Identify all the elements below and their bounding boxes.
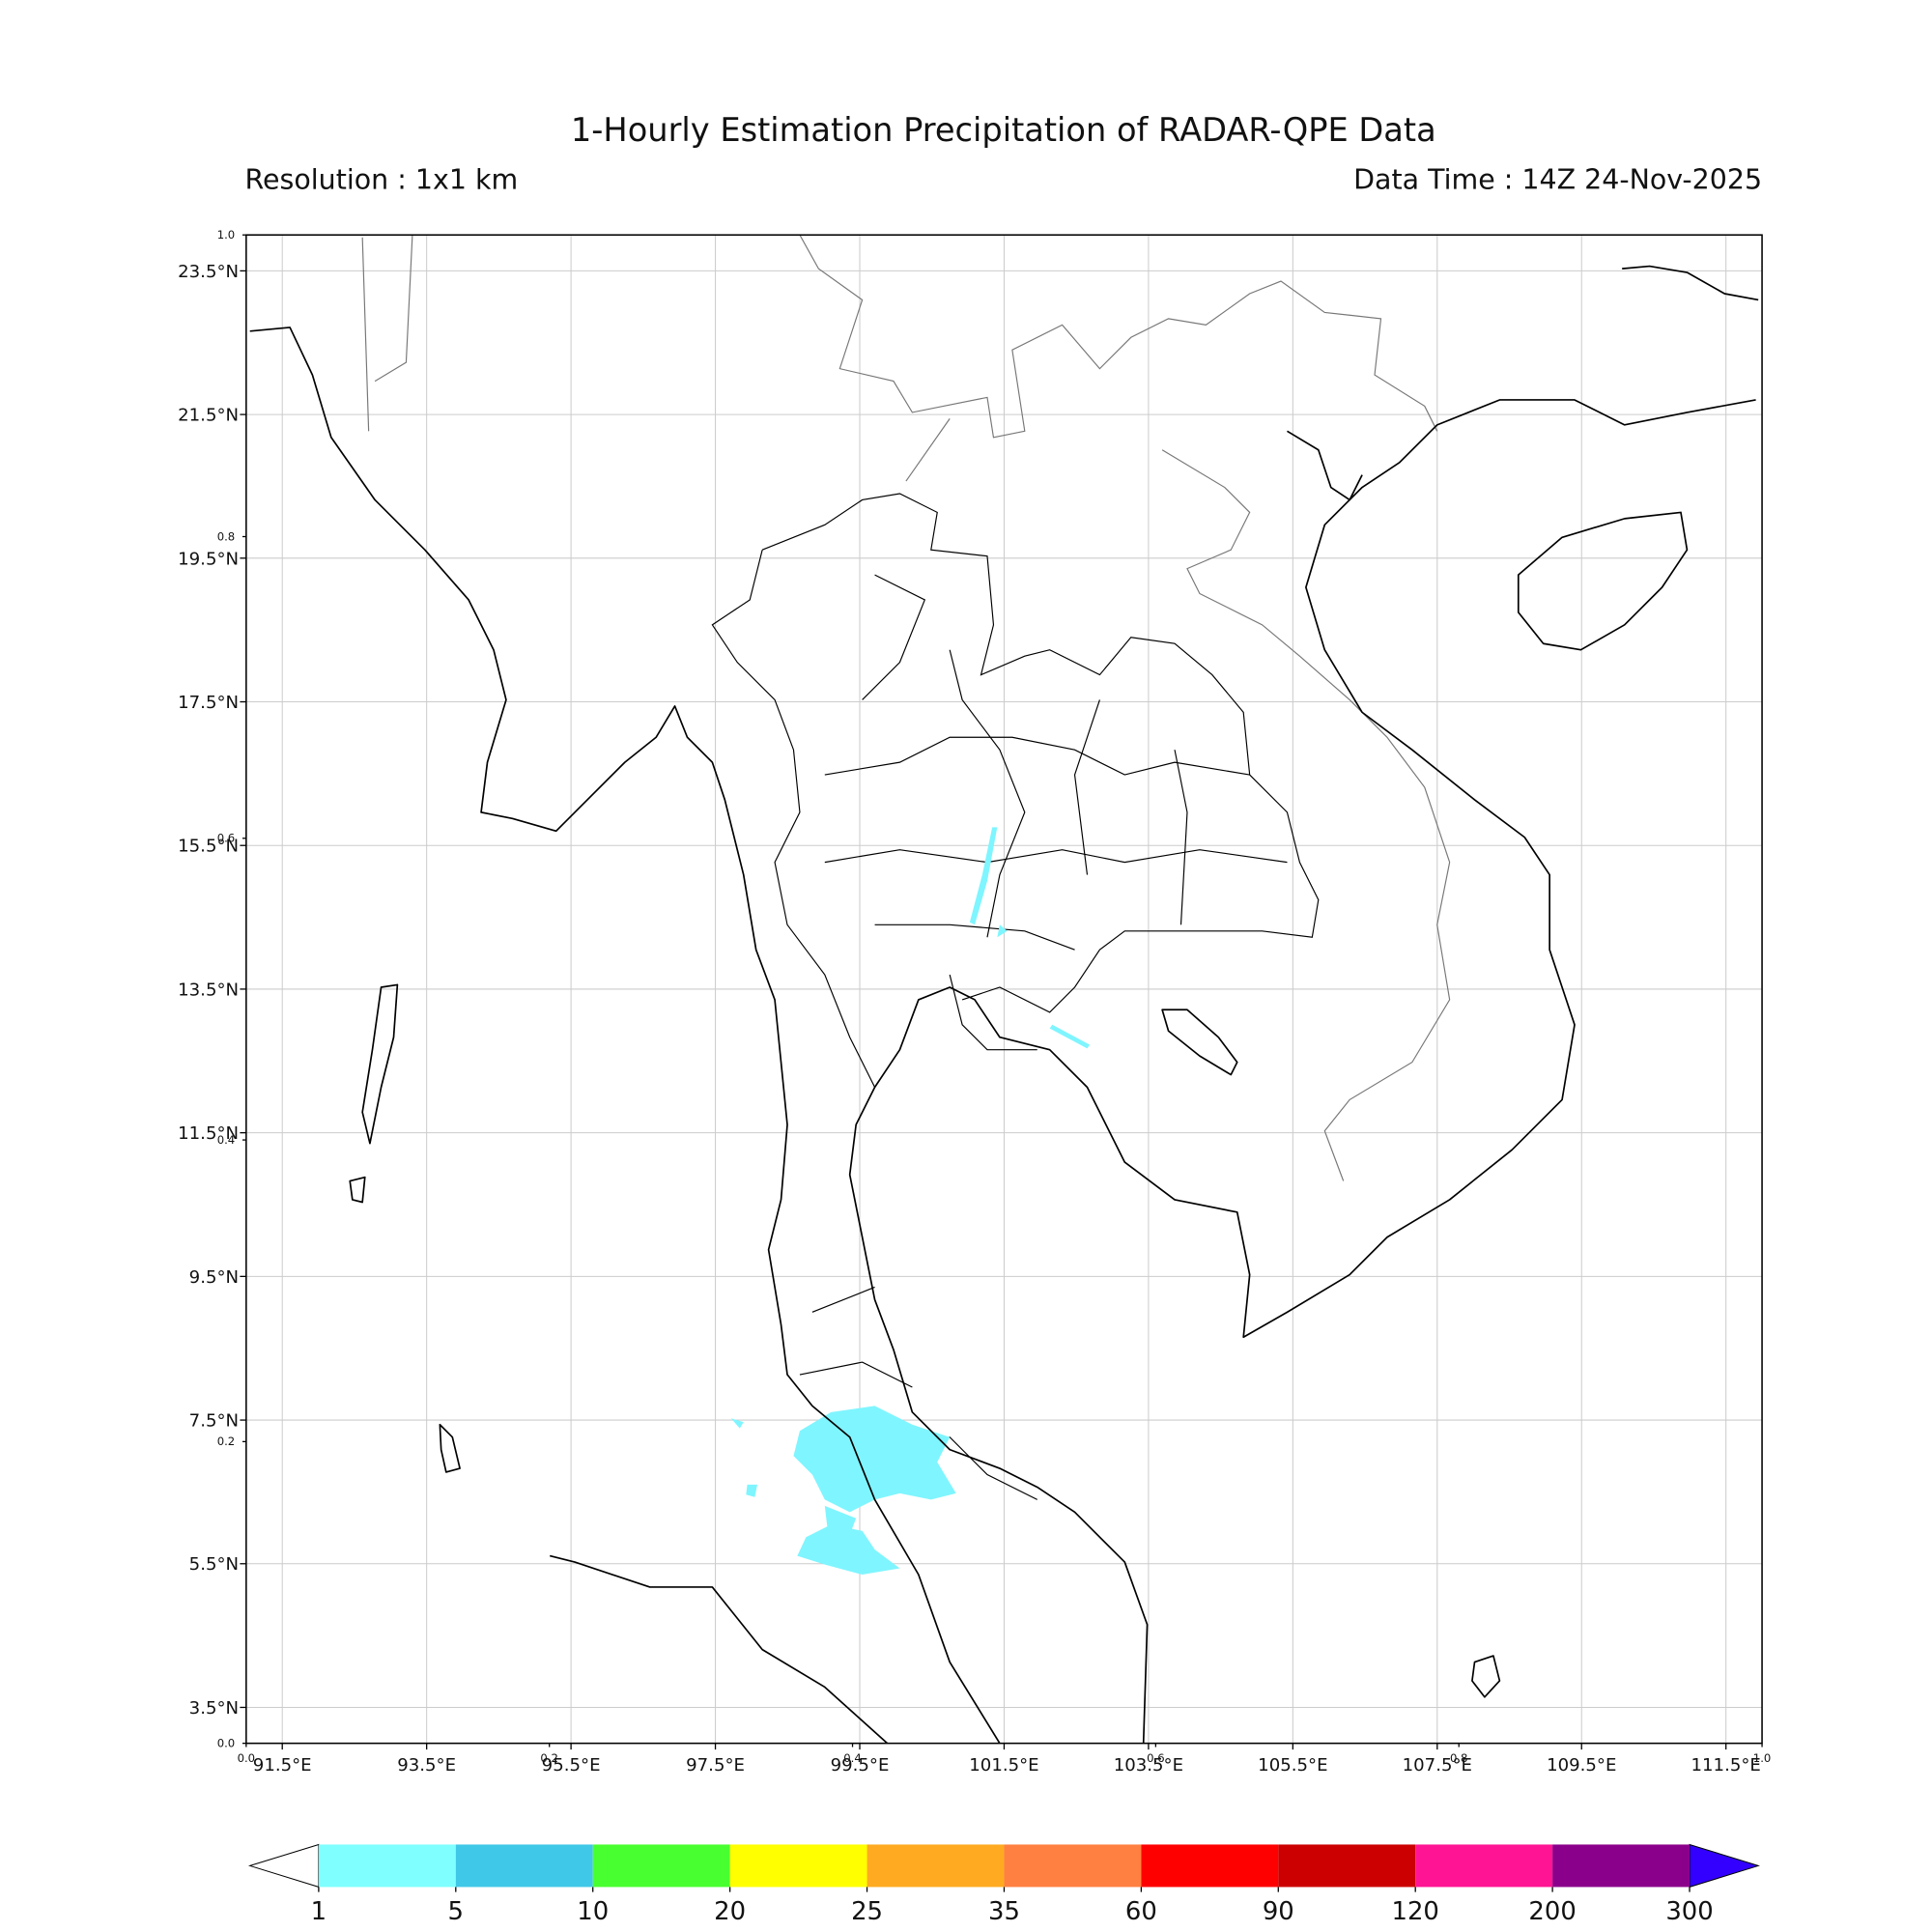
colorbar-segment <box>592 1844 730 1888</box>
colorbar-label: 20 <box>714 1897 746 1926</box>
overlay-x-label: 0.6 <box>1147 1751 1165 1765</box>
colorbar-label: 300 <box>1665 1897 1713 1926</box>
coastline <box>249 265 1759 1745</box>
lon-tick-label: 95.5°E <box>542 1755 601 1776</box>
colorbar-extend-min <box>247 1843 320 1889</box>
overlay-x-label: 0.8 <box>1450 1751 1468 1765</box>
overlay-y-label: 0.6 <box>217 832 236 845</box>
overlay-y-label: 0.8 <box>217 529 236 543</box>
colorbar-label: 120 <box>1392 1897 1439 1926</box>
lon-tick-label: 99.5°E <box>831 1755 890 1776</box>
lat-tick-label: 5.5°N <box>189 1554 239 1575</box>
lon-tick-label: 93.5°E <box>397 1755 456 1776</box>
overlay-y-label: 0.0 <box>217 1737 236 1750</box>
data-time: Data Time : 14Z 24-Nov-2025 <box>1353 163 1762 195</box>
lat-tick-label: 15.5°N <box>178 837 239 857</box>
colorbar-label: 25 <box>851 1897 883 1926</box>
grid: 91.5°E 93.5°E 95.5°E 97.5°E 99.5°E 101.5°E 103… <box>178 235 1763 1776</box>
lon-tick-label: 107.5°E <box>1403 1755 1472 1776</box>
lat-tick-label: 11.5°N <box>178 1123 239 1144</box>
lon-tick-label: 111.5°E <box>1691 1755 1761 1776</box>
colorbar-segment <box>455 1844 593 1888</box>
colorbar-label: 10 <box>577 1897 609 1926</box>
lat-tick-label: 9.5°N <box>189 1267 239 1288</box>
country-borders <box>361 234 1451 1181</box>
lat-tick-label: 13.5°N <box>178 980 239 1000</box>
lon-tick-label: 105.5°E <box>1258 1755 1327 1776</box>
overlay-y-label: 1.0 <box>217 228 236 242</box>
overlay-x-label: 0.4 <box>843 1751 861 1765</box>
colorbar-segment <box>318 1844 456 1888</box>
lon-tick-label: 91.5°E <box>253 1755 312 1776</box>
map-frame <box>245 234 1763 1745</box>
overlay-y-label: 0.2 <box>217 1435 236 1448</box>
lon-tick-label: 109.5°E <box>1547 1755 1616 1776</box>
lat-tick-label: 21.5°N <box>178 406 239 426</box>
lon-tick-label: 101.5°E <box>969 1755 1038 1776</box>
overlay-y-label: 0.4 <box>217 1133 236 1147</box>
lat-tick-label: 23.5°N <box>178 262 239 282</box>
lon-tick-label: 97.5°E <box>686 1755 745 1776</box>
colorbar-extend-max <box>1689 1843 1760 1889</box>
colorbar-label: 90 <box>1263 1897 1294 1926</box>
precipitation <box>730 827 1091 1576</box>
overlay-x-label: 1.0 <box>1753 1751 1772 1765</box>
lat-tick-label: 7.5°N <box>189 1411 239 1432</box>
overlay-x-label: 0.2 <box>540 1751 558 1765</box>
colorbar-segment <box>1004 1844 1142 1888</box>
colorbar-segment <box>867 1844 1005 1888</box>
colorbar-segment <box>1141 1844 1279 1888</box>
resolution: Resolution : 1x1 km <box>245 163 519 195</box>
lat-tick-label: 19.5°N <box>178 549 239 569</box>
colorbar-label: 60 <box>1125 1897 1157 1926</box>
lat-tick-label: 17.5°N <box>178 693 239 713</box>
colorbar: 1 5 10 20 25 35 60 90 120 200 300 <box>247 1843 1760 1926</box>
province-borders <box>711 493 1320 1500</box>
overlay-axis: 0.00.0 0.2 0.2 0.4 0.4 0.6 0.6 0.8 0.8 1.0 1.0 <box>217 228 1772 1765</box>
colorbar-segment <box>1552 1844 1690 1888</box>
overlay-x-label: 0.0 <box>238 1751 256 1765</box>
lat-tick-label: 3.5°N <box>189 1698 239 1719</box>
colorbar-label: 5 <box>448 1897 464 1926</box>
colorbar-segment <box>1415 1844 1553 1888</box>
lon-tick-label: 103.5°E <box>1114 1755 1183 1776</box>
colorbar-segment <box>729 1844 867 1888</box>
colorbar-label: 35 <box>988 1897 1020 1926</box>
colorbar-label: 1 <box>311 1897 327 1926</box>
colorbar-segment <box>1278 1844 1416 1888</box>
colorbar-label: 200 <box>1528 1897 1576 1926</box>
title: 1-Hourly Estimation Precipitation of RAD… <box>571 111 1436 149</box>
